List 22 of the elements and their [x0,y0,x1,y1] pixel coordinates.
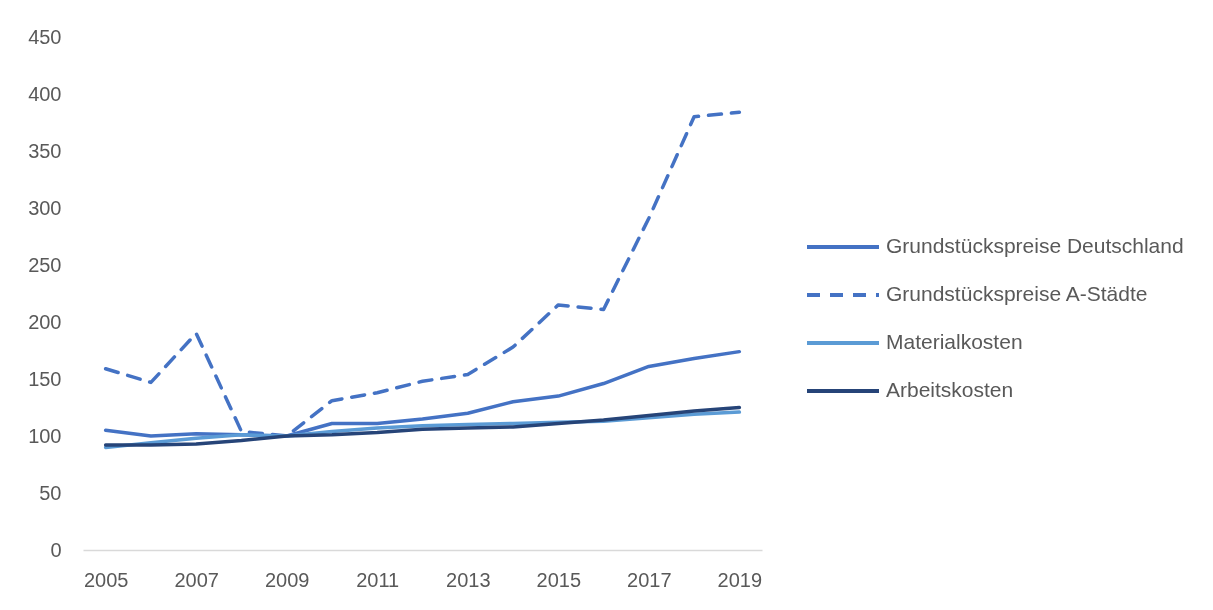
y-tick-label: 200 [28,310,62,333]
y-tick-label: 0 [50,538,62,561]
x-tick-label: 2005 [83,568,129,591]
legend-label: Arbeitskosten [886,378,1014,401]
y-tick-label: 400 [28,82,62,105]
x-tick-label: 2011 [356,568,400,591]
legend-label: Grundstückspreise Deutschland [886,234,1184,257]
y-tick-label: 350 [28,139,62,162]
x-tick-label: 2015 [536,568,582,591]
y-tick-label: 450 [28,25,62,48]
y-tick-label: 50 [39,481,62,504]
x-tick-label: 2013 [446,568,491,591]
x-tick-label: 2019 [717,568,763,591]
legend-label: Materialkosten [886,330,1023,353]
y-tick-label: 300 [28,196,62,219]
legend-label: Grundstückspreise A-Städte [886,282,1148,305]
y-tick-label: 150 [28,367,62,390]
x-tick-label: 2009 [264,568,310,591]
y-tick-label: 100 [28,424,62,447]
y-tick-label: 250 [28,253,62,276]
x-tick-label: 2017 [627,568,672,591]
x-tick-label: 2007 [174,568,219,591]
